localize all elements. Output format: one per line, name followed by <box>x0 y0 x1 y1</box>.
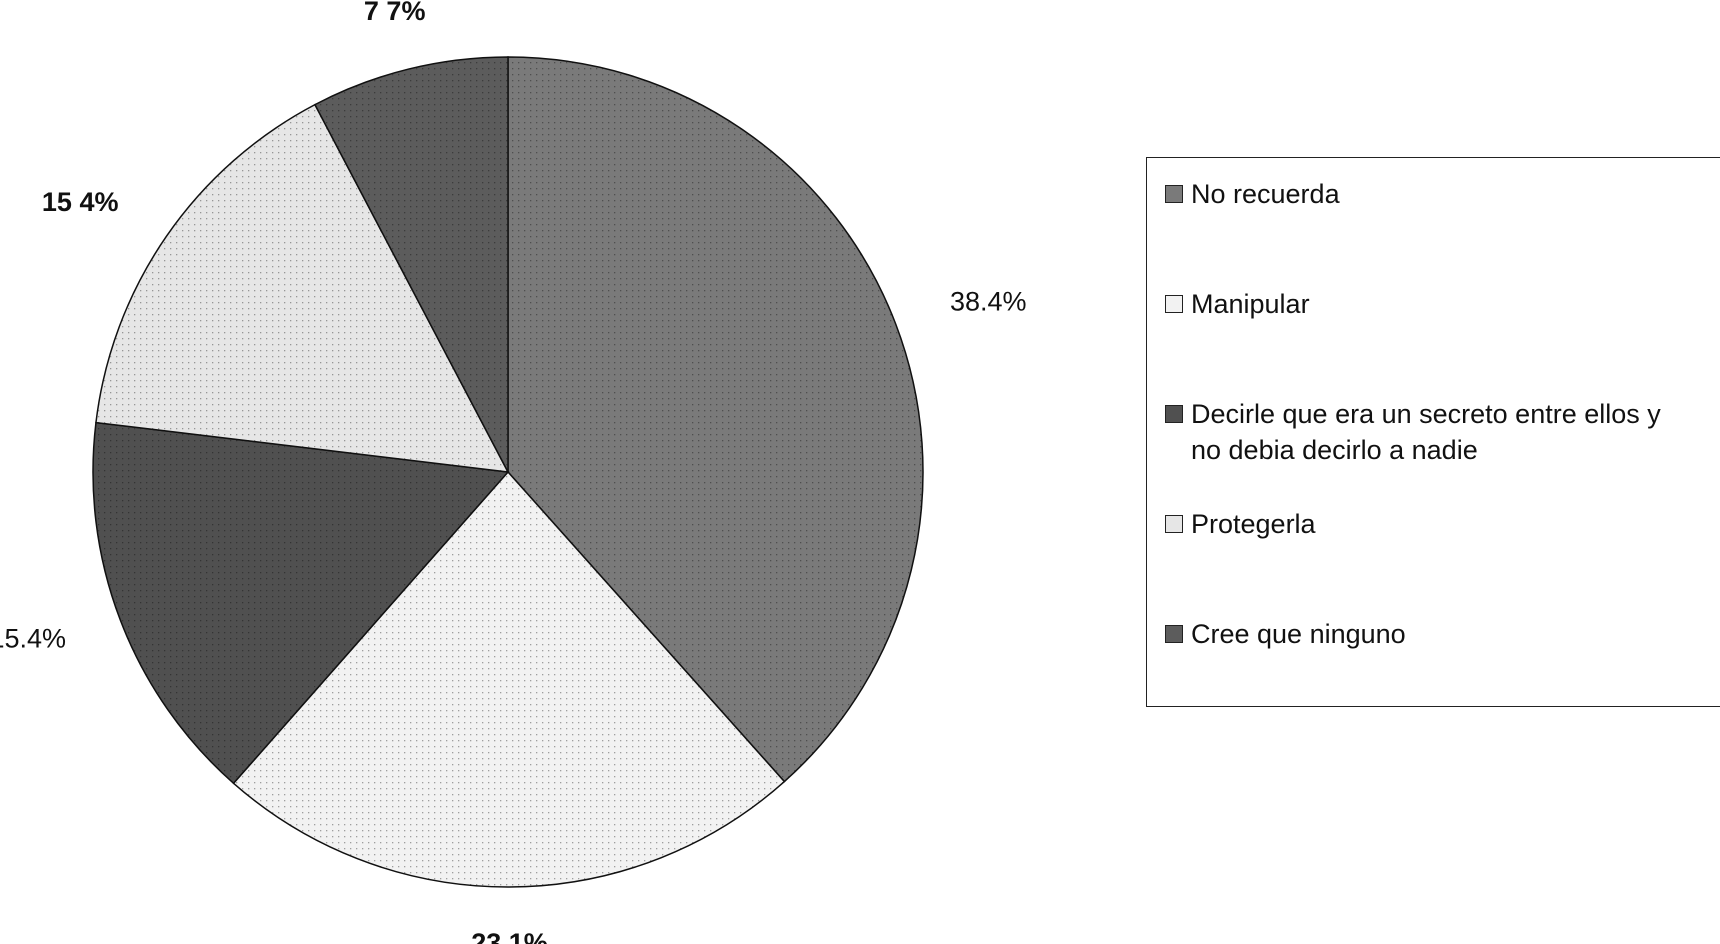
slice-texture <box>95 104 508 473</box>
legend-entry: Protegerla <box>1165 506 1695 542</box>
legend-swatch <box>1165 515 1183 533</box>
slice-texture <box>508 57 923 782</box>
chart: 38.4% 23 1% 15.4% 15 4% 7 7% <box>0 0 1027 944</box>
legend-label: Decirle que era un secreto entre ellos y… <box>1191 399 1661 465</box>
legend-swatch <box>1165 405 1183 423</box>
legend-entry: Decirle que era un secreto entre ellos y… <box>1165 396 1695 468</box>
legend-label: Protegerla <box>1191 509 1316 539</box>
slice-texture <box>314 57 508 472</box>
legend-swatch <box>1165 625 1183 643</box>
legend: No recuerda Manipular Decirle que era un s… <box>1146 157 1720 707</box>
data-label: 38.4% <box>950 287 1027 317</box>
legend-swatch <box>1165 295 1183 313</box>
legend-swatch <box>1165 185 1183 203</box>
legend-entry: No recuerda <box>1165 176 1695 212</box>
legend-entry: Cree que ninguno <box>1165 616 1695 652</box>
data-label: 15 4% <box>42 187 119 217</box>
slice-texture <box>92 422 508 784</box>
legend-label: Manipular <box>1191 289 1310 319</box>
legend-label: No recuerda <box>1191 179 1340 209</box>
slice-texture <box>233 472 785 887</box>
data-label: 7 7% <box>364 0 426 26</box>
legend-label: Cree que ninguno <box>1191 619 1406 649</box>
data-label: 23 1% <box>471 928 548 944</box>
data-label: 15.4% <box>0 624 66 654</box>
legend-entry: Manipular <box>1165 286 1695 322</box>
